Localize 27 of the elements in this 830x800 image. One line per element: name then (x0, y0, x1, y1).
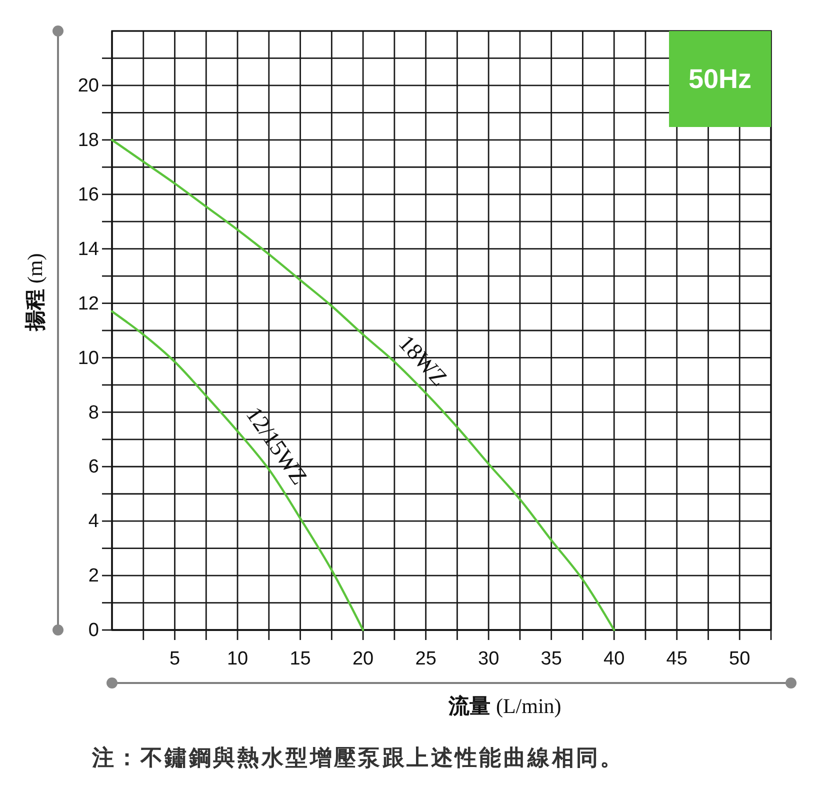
y-tick-label: 6 (88, 456, 99, 478)
x-tick-label: 10 (226, 648, 248, 670)
annotation: 50Hz (688, 64, 752, 94)
x-tick-label: 45 (666, 648, 688, 670)
y-tick-label: 4 (88, 511, 100, 532)
text: 注：不鏽鋼與熱水型增壓泵跟上述性能曲線相同。 (91, 745, 624, 770)
x-tick-label: 20 (352, 648, 374, 670)
y-axis-title: 揚程 (m) (23, 253, 47, 332)
x-tick-label: 30 (478, 648, 500, 670)
x-tick-label: 35 (540, 648, 562, 670)
y-tick-label: 18 (78, 130, 99, 151)
x-tick-label: 5 (169, 648, 180, 670)
y-tick-label: 14 (78, 238, 100, 260)
y-tick-label: 8 (88, 402, 99, 424)
y-tick-label: 20 (78, 76, 99, 97)
x-tick-label: 15 (290, 648, 311, 670)
x-tick-label: 25 (415, 648, 436, 670)
line-series (110, 310, 364, 632)
y-tick-label: 10 (78, 348, 99, 369)
x-tick-label: 40 (604, 648, 625, 670)
y-tick-label: 0 (88, 620, 99, 642)
x-tick-label: 50 (729, 648, 750, 670)
y-tick-label: 2 (88, 566, 99, 587)
y-tick-label: 16 (78, 184, 99, 206)
y-tick-label: 12 (78, 293, 99, 314)
x-axis-title: 流量 (L/min) (448, 694, 562, 718)
line-series (110, 138, 616, 632)
